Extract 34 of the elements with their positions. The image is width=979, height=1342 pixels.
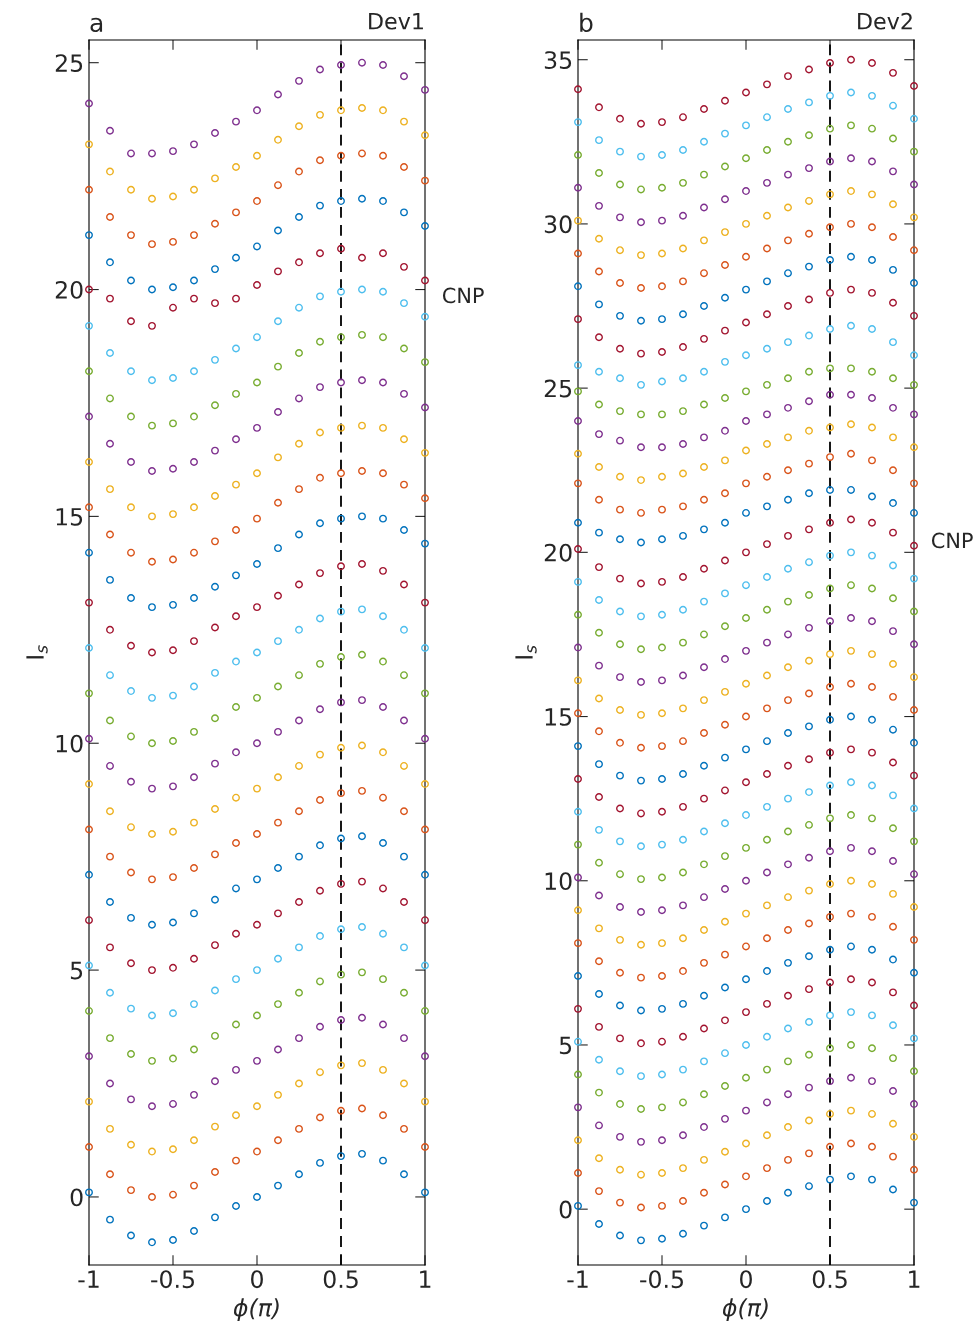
x-tick-label: -1 xyxy=(78,1270,99,1288)
x-tick-label: 0 xyxy=(251,1270,263,1289)
text: Dev2 xyxy=(858,12,912,30)
y-tick-label: 5 xyxy=(559,1036,572,1055)
y-tick-label: 10 xyxy=(545,872,572,891)
y-tick-label: 15 xyxy=(56,508,83,526)
y-tick-label: 0 xyxy=(559,1200,572,1219)
text: CNP xyxy=(931,532,973,549)
x-tick-label: 1 xyxy=(909,1270,920,1288)
chart-title: a xyxy=(90,17,103,33)
chart-title: b xyxy=(580,12,593,33)
y-axis-title: I$_{s}$ xyxy=(515,645,537,659)
y-tick-label: 0 xyxy=(70,1188,83,1207)
text: CNP xyxy=(442,287,484,304)
y-tick-label: 35 xyxy=(544,51,572,70)
y-tick-label: 20 xyxy=(544,543,572,562)
y-tick-label: 25 xyxy=(55,54,83,72)
y-tick-label: 25 xyxy=(544,379,572,398)
x-tick-label: 0 xyxy=(740,1270,752,1289)
x-axis-title: ϕ(π) xyxy=(233,1298,279,1322)
x-tick-label: 0.5 xyxy=(323,1270,358,1289)
x-tick-label: -0.5 xyxy=(151,1270,194,1289)
x-tick-label: 0.5 xyxy=(812,1270,847,1289)
x-axis-title: ϕ(π) xyxy=(722,1298,768,1322)
y-tick-label: 10 xyxy=(56,734,83,753)
x-tick-label: -1 xyxy=(567,1270,588,1288)
text: Dev1 xyxy=(369,13,423,30)
y-tick-label: 20 xyxy=(55,280,83,299)
x-tick-label: 1 xyxy=(420,1270,431,1288)
x-tick-label: -0.5 xyxy=(640,1270,683,1289)
y-tick-label: 15 xyxy=(545,708,572,726)
y-tick-label: 30 xyxy=(544,215,572,234)
y-axis-title: I$_{s}$ xyxy=(26,645,48,659)
y-tick-label: 5 xyxy=(70,961,83,980)
